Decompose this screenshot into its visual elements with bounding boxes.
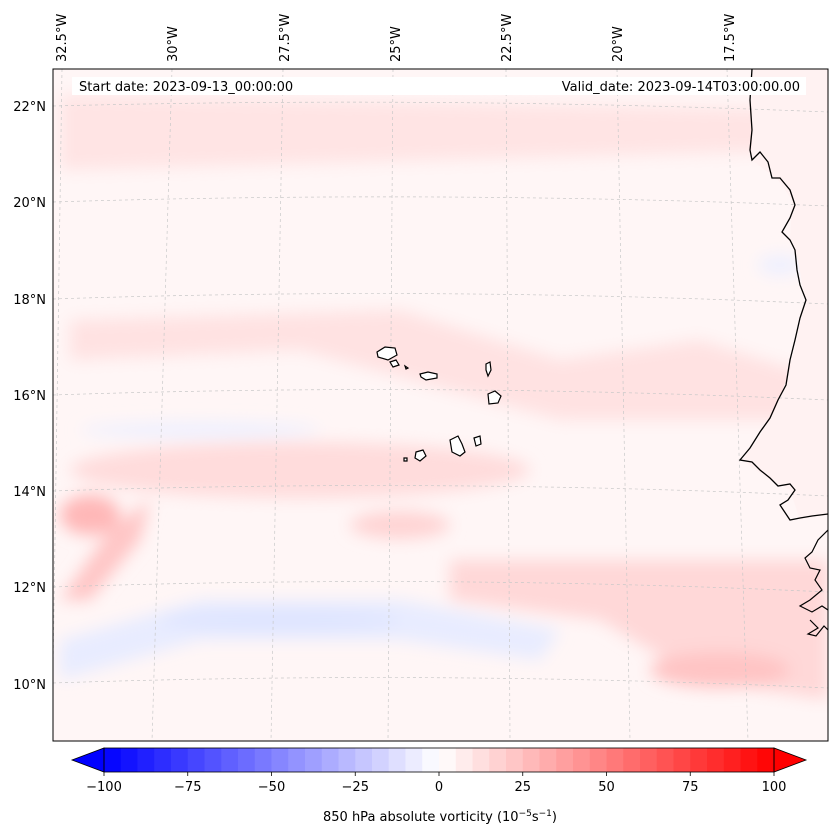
colorbar-cell bbox=[187, 748, 205, 772]
lon-label-17-5w: 17.5°W bbox=[723, 14, 738, 62]
vorticity-field-shading bbox=[60, 95, 828, 700]
colorbar-cell bbox=[506, 748, 524, 772]
colorbar-cell bbox=[489, 748, 507, 772]
lon-label-20w: 20°W bbox=[611, 26, 626, 62]
colorbar-tick-label: 0 bbox=[435, 780, 443, 795]
lon-label-22-5w: 22.5°W bbox=[500, 14, 515, 62]
colorbar-cell bbox=[422, 748, 440, 772]
lon-label-32-5w: 32.5°W bbox=[55, 14, 70, 62]
colorbar-unit-mid: s bbox=[532, 810, 539, 825]
colorbar-cell bbox=[120, 748, 138, 772]
colorbar-cell bbox=[472, 748, 490, 772]
map-area bbox=[53, 69, 828, 741]
colorbar-cell bbox=[204, 748, 222, 772]
colorbar: −100 −75 −50 −25 0 25 50 75 100 850 hPa absolute… bbox=[70, 747, 808, 825]
colorbar-cell bbox=[388, 748, 406, 772]
colorbar-cell bbox=[372, 748, 390, 772]
colorbar-cell bbox=[690, 748, 708, 772]
colorbar-cell bbox=[673, 748, 691, 772]
colorbar-unit-exp1: −5 bbox=[519, 809, 532, 819]
colorbar-cell bbox=[238, 748, 256, 772]
colorbar-tick-label: −25 bbox=[342, 780, 369, 795]
colorbar-cell bbox=[288, 748, 306, 772]
colorbar-unit-exp2: −1 bbox=[539, 809, 552, 819]
colorbar-tick-label: 75 bbox=[682, 780, 699, 795]
colorbar-cells bbox=[104, 748, 775, 772]
cabo-verde-islands bbox=[376, 346, 502, 462]
colorbar-tick-label: −50 bbox=[258, 780, 285, 795]
map-frame bbox=[52, 68, 829, 742]
colorbar-cell bbox=[254, 748, 272, 772]
colorbar-cell bbox=[271, 748, 289, 772]
colorbar-tick-label: 100 bbox=[762, 780, 787, 795]
positive-vorticity-max-4 bbox=[650, 652, 790, 688]
positive-vorticity-arm-west bbox=[60, 500, 150, 600]
lat-label-18n: 18°N bbox=[13, 293, 46, 308]
header-box bbox=[72, 77, 806, 95]
colorbar-ticks: −100 −75 −50 −25 0 25 50 75 100 bbox=[86, 772, 786, 795]
positive-vorticity-max-2 bbox=[60, 495, 120, 535]
colorbar-cell bbox=[405, 748, 423, 772]
colorbar-extend-left bbox=[70, 747, 105, 773]
lon-label-27-5w: 27.5°W bbox=[278, 14, 293, 62]
negative-vorticity-patch-3 bbox=[758, 255, 802, 275]
lon-label-25w: 25°W bbox=[389, 26, 404, 62]
negative-vorticity-patch-1 bbox=[160, 608, 400, 632]
colorbar-cell bbox=[573, 748, 591, 772]
lat-label-20n: 20°N bbox=[13, 196, 46, 211]
colorbar-cell bbox=[321, 748, 339, 772]
colorbar-label-text: 850 hPa absolute vorticity (10 bbox=[323, 810, 519, 825]
colorbar-cell bbox=[640, 748, 658, 772]
colorbar-cell bbox=[723, 748, 741, 772]
lon-label-30w: 30°W bbox=[166, 26, 181, 62]
africa-landmass bbox=[742, 69, 828, 520]
colorbar-extend-right bbox=[773, 747, 808, 773]
positive-vorticity-max-3 bbox=[350, 511, 450, 539]
colorbar-cell bbox=[656, 748, 674, 772]
colorbar-unit-close: ) bbox=[552, 810, 557, 825]
colorbar-tick-label: 25 bbox=[514, 780, 531, 795]
lat-label-12n: 12°N bbox=[13, 581, 46, 596]
colorbar-cell bbox=[171, 748, 189, 772]
latitude-labels: 22°N 20°N 18°N 16°N 14°N 12°N 10°N bbox=[13, 100, 46, 693]
colorbar-tick-label: 50 bbox=[598, 780, 615, 795]
colorbar-cell bbox=[522, 748, 540, 772]
colorbar-cell bbox=[104, 748, 122, 772]
colorbar-cell bbox=[589, 748, 607, 772]
positive-vorticity-band-mid bbox=[70, 310, 828, 420]
colorbar-tick-label: −75 bbox=[174, 780, 201, 795]
colorbar-cell bbox=[556, 748, 574, 772]
colorbar-cell bbox=[154, 748, 172, 772]
colorbar-cell bbox=[740, 748, 758, 772]
colorbar-cell bbox=[355, 748, 373, 772]
colorbar-cell bbox=[221, 748, 239, 772]
africa-coastline-south bbox=[798, 529, 828, 637]
lat-label-16n: 16°N bbox=[13, 389, 46, 404]
colorbar-cell bbox=[439, 748, 457, 772]
africa-coastline bbox=[738, 69, 828, 521]
colorbar-cell bbox=[623, 748, 641, 772]
lat-label-22n: 22°N bbox=[13, 100, 46, 115]
colorbar-cell bbox=[305, 748, 323, 772]
colorbar-cell bbox=[606, 748, 624, 772]
colorbar-cell bbox=[137, 748, 155, 772]
graticule bbox=[53, 69, 828, 741]
colorbar-cell bbox=[539, 748, 557, 772]
colorbar-cell bbox=[757, 748, 775, 772]
colorbar-cell bbox=[338, 748, 356, 772]
colorbar-cell bbox=[455, 748, 473, 772]
lat-label-10n: 10°N bbox=[13, 678, 46, 693]
colorbar-tick-label: −100 bbox=[86, 780, 122, 795]
colorbar-cell bbox=[707, 748, 725, 772]
longitude-labels: 32.5°W 30°W 27.5°W 25°W 22.5°W 20°W 17.5… bbox=[55, 14, 738, 62]
positive-vorticity-band-north bbox=[60, 95, 820, 170]
valid-date-label: Valid_date: 2023-09-14T03:00:00.00 bbox=[562, 80, 800, 95]
negative-vorticity-patch-2 bbox=[80, 422, 320, 438]
lat-label-14n: 14°N bbox=[13, 485, 46, 500]
start-date-label: Start date: 2023-09-13_00:00:00 bbox=[79, 80, 293, 95]
colorbar-label: 850 hPa absolute vorticity (10−5s−1) bbox=[323, 809, 557, 825]
